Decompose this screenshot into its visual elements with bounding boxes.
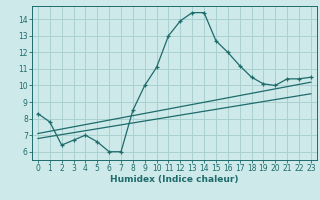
- X-axis label: Humidex (Indice chaleur): Humidex (Indice chaleur): [110, 175, 239, 184]
